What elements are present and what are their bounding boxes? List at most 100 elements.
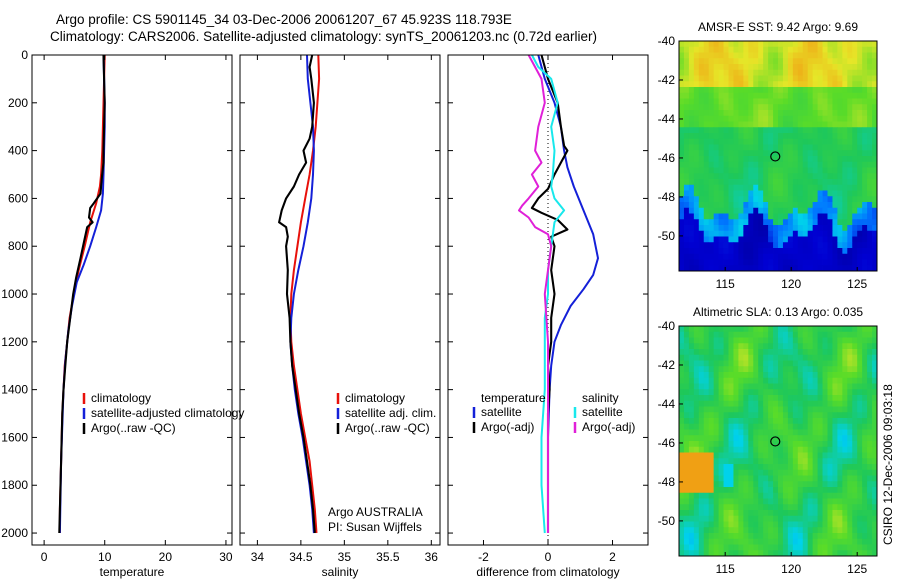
heatmap-cell bbox=[802, 253, 809, 260]
heatmap-cell bbox=[703, 441, 710, 448]
salinity-series-argo-raw-qc- bbox=[278, 54, 316, 534]
heatmap-cell bbox=[733, 58, 739, 65]
heatmap-cell bbox=[713, 190, 719, 197]
heatmap-cell bbox=[768, 429, 774, 436]
heatmap-cell bbox=[733, 412, 739, 419]
heatmap-cell bbox=[738, 213, 744, 220]
heatmap-cell bbox=[827, 75, 833, 82]
heatmap-cell bbox=[768, 58, 774, 65]
heatmap-cell bbox=[872, 354, 878, 361]
heatmap-cell bbox=[708, 400, 715, 407]
heatmap-cell bbox=[698, 58, 705, 65]
heatmap-cell bbox=[763, 161, 769, 168]
heatmap-cell bbox=[718, 343, 724, 350]
depth-tick-label: 1400 bbox=[1, 383, 28, 397]
heatmap-cell bbox=[847, 406, 853, 413]
heatmap-cell bbox=[748, 87, 754, 94]
heatmap-cell bbox=[812, 337, 818, 344]
heatmap-cell bbox=[822, 458, 828, 465]
heatmap-cell bbox=[773, 458, 779, 465]
heatmap-cell bbox=[758, 389, 764, 396]
heatmap-cell bbox=[683, 521, 690, 528]
heatmap-cell bbox=[713, 248, 719, 255]
heatmap-cell bbox=[827, 110, 833, 117]
heatmap-cell bbox=[768, 418, 774, 425]
heatmap-cell bbox=[837, 538, 843, 545]
heatmap-cell bbox=[768, 389, 774, 396]
heatmap-cell bbox=[733, 225, 739, 232]
heatmap-cell bbox=[679, 492, 685, 499]
heatmap-cell bbox=[748, 550, 754, 557]
heatmap-cell bbox=[822, 150, 828, 157]
heatmap-cell bbox=[792, 230, 799, 237]
heatmap-cell bbox=[817, 400, 823, 407]
heatmap-cell bbox=[857, 521, 863, 528]
heatmap-cell bbox=[792, 395, 799, 402]
heatmap-cell bbox=[768, 225, 774, 232]
heatmap-cell bbox=[792, 98, 799, 105]
heatmap-cell bbox=[698, 446, 705, 453]
heatmap-cell bbox=[847, 190, 853, 197]
heatmap-cell bbox=[773, 64, 779, 71]
heatmap-cell bbox=[693, 383, 700, 390]
heatmap-cell bbox=[679, 515, 685, 522]
heatmap-cell bbox=[763, 452, 769, 459]
heatmap-cell bbox=[718, 527, 724, 534]
heatmap-cell bbox=[738, 343, 744, 350]
heatmap-cell bbox=[812, 498, 818, 505]
heatmap-cell bbox=[708, 184, 715, 191]
heatmap-cell bbox=[807, 400, 814, 407]
heatmap-cell bbox=[693, 533, 700, 540]
heatmap-cell bbox=[713, 504, 719, 511]
heatmap-cell bbox=[837, 423, 843, 430]
heatmap-cell bbox=[773, 242, 779, 249]
heatmap-cell bbox=[822, 418, 828, 425]
heatmap-cell bbox=[748, 377, 754, 384]
heatmap-cell bbox=[857, 150, 863, 157]
heatmap-cell bbox=[782, 400, 789, 407]
heatmap-cell bbox=[837, 253, 843, 260]
heatmap-cell bbox=[688, 156, 695, 163]
heatmap-cell bbox=[708, 487, 715, 494]
heatmap-cell bbox=[693, 372, 700, 379]
heatmap-cell bbox=[758, 259, 764, 266]
heatmap-cell bbox=[847, 87, 853, 94]
heatmap-cell bbox=[822, 550, 828, 557]
heatmap-cell bbox=[693, 184, 700, 191]
heatmap-cell bbox=[683, 58, 690, 65]
heatmap-cell bbox=[679, 487, 685, 494]
heatmap-cell bbox=[782, 469, 789, 476]
heatmap-cell bbox=[837, 458, 843, 465]
heatmap-cell bbox=[782, 487, 789, 494]
heatmap-cell bbox=[857, 504, 863, 511]
heatmap-cell bbox=[758, 58, 764, 65]
heatmap-cell bbox=[802, 92, 809, 99]
heatmap-cell bbox=[832, 167, 838, 174]
heatmap-cell bbox=[733, 331, 739, 338]
heatmap-cell bbox=[787, 202, 794, 209]
heatmap-cell bbox=[733, 400, 739, 407]
heatmap-cell bbox=[718, 337, 724, 344]
heatmap-cell bbox=[708, 538, 715, 545]
heatmap-cell bbox=[763, 265, 769, 272]
heatmap-cell bbox=[852, 510, 858, 517]
heatmap-cell bbox=[778, 58, 784, 65]
heatmap-cell bbox=[822, 515, 828, 522]
heatmap-cell bbox=[768, 435, 774, 442]
heatmap-cell bbox=[713, 202, 719, 209]
heatmap-cell bbox=[773, 230, 779, 237]
heatmap-cell bbox=[852, 207, 858, 214]
heatmap-cell bbox=[778, 354, 784, 361]
heatmap-cell bbox=[758, 190, 764, 197]
heatmap-cell bbox=[857, 179, 863, 186]
heatmap-cell bbox=[852, 202, 858, 209]
heatmap-cell bbox=[723, 127, 729, 134]
heatmap-cell bbox=[733, 213, 739, 220]
heatmap-cell bbox=[827, 377, 833, 384]
heatmap-cell bbox=[723, 435, 729, 442]
heatmap-cell bbox=[862, 92, 868, 99]
heatmap-cell bbox=[802, 544, 809, 551]
heatmap-cell bbox=[683, 515, 690, 522]
heatmap-cell bbox=[867, 372, 873, 379]
heatmap-cell bbox=[842, 242, 848, 249]
